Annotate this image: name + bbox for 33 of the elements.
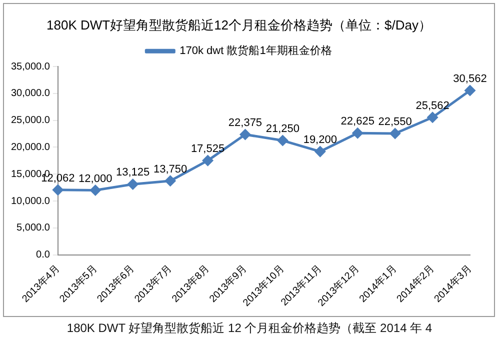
y-tick-label: 0.0: [36, 250, 50, 261]
text: 13,750: [153, 163, 188, 176]
point: [90, 185, 101, 196]
point: [52, 184, 64, 196]
y-tick-label: 20,000.0: [10, 142, 50, 153]
text: 22,550: [378, 116, 412, 128]
text: 22,375: [228, 117, 262, 130]
text: 12,000: [78, 172, 112, 185]
point: [202, 155, 214, 166]
text: 30,562: [453, 72, 487, 85]
text: 21,250: [266, 123, 300, 136]
y-tick-label: 30,000.0: [10, 88, 50, 100]
point: [314, 146, 326, 157]
text: 22,625: [340, 116, 374, 128]
y-tick-label: 10,000.0: [10, 196, 50, 207]
chart-title: 180K DWT好望角型散货船近12个月租金价格趋势（单位：$/Day）: [46, 17, 432, 32]
text: 17,525: [190, 143, 225, 156]
text: 25,562: [416, 100, 450, 112]
y-tick-label: 35,000.0: [10, 61, 50, 72]
point: [427, 112, 438, 123]
text: 13,125: [116, 166, 150, 179]
point: [165, 176, 176, 186]
y-tick-label: 5,000.0: [16, 222, 50, 234]
text: 180K DWT 好望角型散货船近 12 个月租金价格趋势（截至 2014 年 4: [66, 320, 434, 337]
y-tick-label: 25,000.0: [10, 115, 50, 126]
point: [390, 128, 400, 139]
text: 19,200: [303, 134, 337, 146]
point: [277, 135, 288, 146]
point: [128, 178, 138, 190]
point: [464, 85, 476, 96]
point: [240, 129, 250, 140]
legend-label: 170k dwt 散货船1年期租金价格: [180, 45, 332, 58]
point: [352, 128, 363, 138]
